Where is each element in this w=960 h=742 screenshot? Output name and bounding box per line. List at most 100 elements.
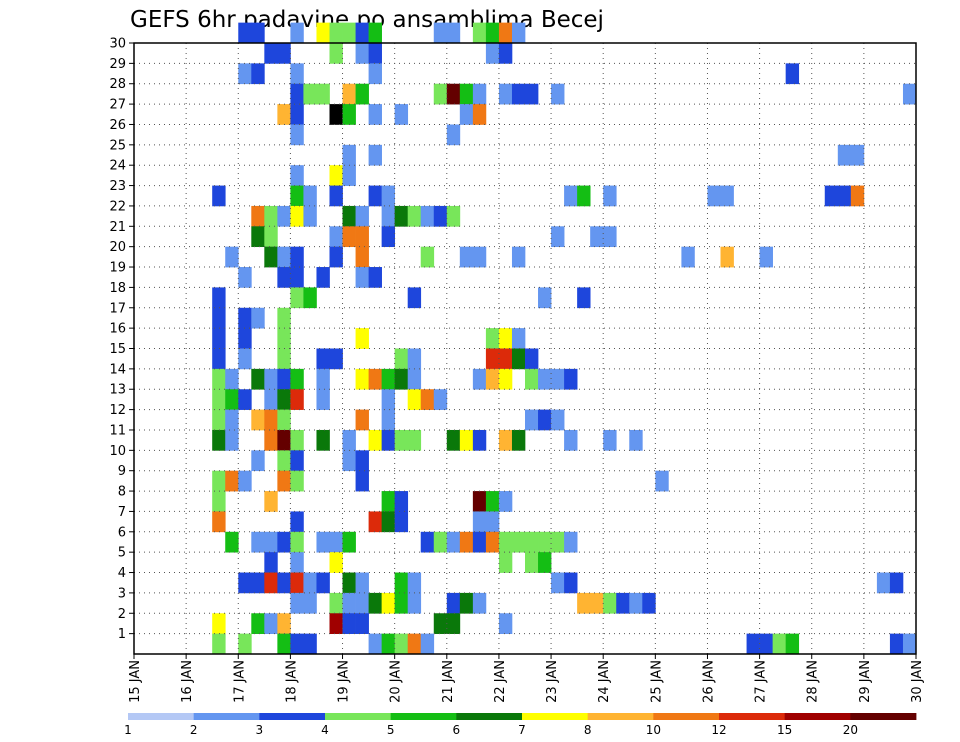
heatmap-cell <box>316 22 330 44</box>
heatmap-cell <box>277 613 291 634</box>
y-tick-label: 19 <box>109 261 126 276</box>
heatmap-cell <box>212 511 226 533</box>
y-tick-label: 30 <box>109 37 126 52</box>
y-tick-label: 20 <box>109 240 126 255</box>
y-tick-label: 6 <box>118 525 126 540</box>
heatmap-cell <box>603 429 617 451</box>
heatmap-cell <box>472 368 487 390</box>
heatmap-cell <box>290 63 304 85</box>
heatmap-cell <box>785 633 800 655</box>
y-tick-label: 3 <box>118 586 126 601</box>
heatmap-cell <box>355 450 369 472</box>
heatmap-cell <box>342 613 356 634</box>
heatmap-cell <box>485 22 500 44</box>
heatmap-cell <box>603 226 617 248</box>
heatmap-cell <box>720 246 734 268</box>
heatmap-cell <box>290 429 304 451</box>
heatmap-cell <box>264 226 278 248</box>
heatmap-cell <box>212 287 226 309</box>
heatmap-cell <box>433 613 448 634</box>
heatmap-cell <box>446 613 461 634</box>
colorbar-swatch <box>325 713 392 720</box>
y-tick-label: 14 <box>109 362 126 377</box>
cells-layer <box>212 22 917 655</box>
heatmap-cell <box>225 409 239 431</box>
heatmap-cell <box>525 348 539 370</box>
heatmap-cell <box>511 22 526 44</box>
heatmap-cell <box>355 409 369 431</box>
x-tick-label: 30 JAN <box>910 660 925 703</box>
heatmap-cell <box>342 226 356 248</box>
heatmap-cell <box>511 531 526 553</box>
heatmap-cell <box>433 531 448 553</box>
heatmap-cell <box>212 409 226 431</box>
y-tick-label: 27 <box>109 98 126 113</box>
heatmap-cell <box>472 246 487 268</box>
heatmap-cell <box>290 83 304 105</box>
heatmap-cell <box>590 226 604 248</box>
grid-layer <box>134 43 916 654</box>
heatmap-cell <box>251 450 265 472</box>
heatmap-cell <box>564 185 578 207</box>
heatmap-cell <box>303 205 317 227</box>
heatmap-cell <box>212 307 226 329</box>
heatmap-cell <box>381 185 396 207</box>
heatmap-cell <box>355 205 369 227</box>
heatmap-cell <box>329 22 343 44</box>
heatmap-cell <box>420 531 435 553</box>
x-tick-label: 22 JAN <box>493 660 508 703</box>
heatmap-cell <box>238 348 252 370</box>
heatmap-cell <box>329 348 343 370</box>
x-tick-label: 21 JAN <box>441 660 456 703</box>
heatmap-cell <box>394 592 409 614</box>
heatmap-cell <box>290 633 304 655</box>
y-tick-label: 18 <box>109 281 126 296</box>
heatmap-cell <box>459 429 474 451</box>
colorbar-label: 15 <box>777 723 792 737</box>
heatmap-cell <box>290 511 304 533</box>
heatmap-cell <box>355 470 369 492</box>
heatmap-cell <box>316 429 330 451</box>
x-tick-label: 20 JAN <box>389 660 404 703</box>
heatmap-cell <box>225 531 239 553</box>
heatmap-cell <box>316 348 330 370</box>
heatmap-cell <box>407 572 422 594</box>
heatmap-cell <box>407 389 422 410</box>
heatmap-cell <box>277 389 291 410</box>
heatmap-cell <box>290 165 304 186</box>
heatmap-cell <box>629 592 643 614</box>
heatmap-cell <box>225 368 239 390</box>
heatmap-cell <box>538 409 552 431</box>
colorbar-swatch <box>522 713 589 720</box>
heatmap-cell <box>525 531 539 553</box>
x-tick-label: 28 JAN <box>806 660 821 703</box>
heatmap-cell <box>303 633 317 655</box>
heatmap-cell <box>225 470 239 492</box>
heatmap-cell <box>238 572 252 594</box>
heatmap-cell <box>511 328 526 349</box>
colorbar: 1 2 3 4 5 6 7 8 10 12 15 20 <box>124 713 917 737</box>
y-tick-label: 2 <box>118 607 126 622</box>
y-tick-label: 10 <box>109 444 126 459</box>
heatmap-cell <box>551 572 565 594</box>
heatmap-cell <box>394 572 409 594</box>
heatmap-cell <box>394 633 409 655</box>
heatmap-cell <box>394 429 409 451</box>
heatmap-cell <box>329 165 343 186</box>
heatmap-cell <box>446 22 461 44</box>
heatmap-cell <box>355 572 369 594</box>
heatmap-cell <box>472 22 487 44</box>
heatmap-cell <box>277 409 291 431</box>
heatmap-cell <box>498 613 513 634</box>
heatmap-cell <box>407 287 422 309</box>
heatmap-cell <box>420 389 435 410</box>
heatmap-cell <box>277 328 291 349</box>
heatmap-cell <box>407 429 422 451</box>
heatmap-cell <box>538 531 552 553</box>
heatmap-cell <box>329 185 343 207</box>
heatmap-cell <box>381 389 396 410</box>
heatmap-cell <box>472 531 487 553</box>
heatmap-cell <box>459 246 474 268</box>
heatmap-cell <box>564 572 578 594</box>
heatmap-cell <box>342 22 356 44</box>
